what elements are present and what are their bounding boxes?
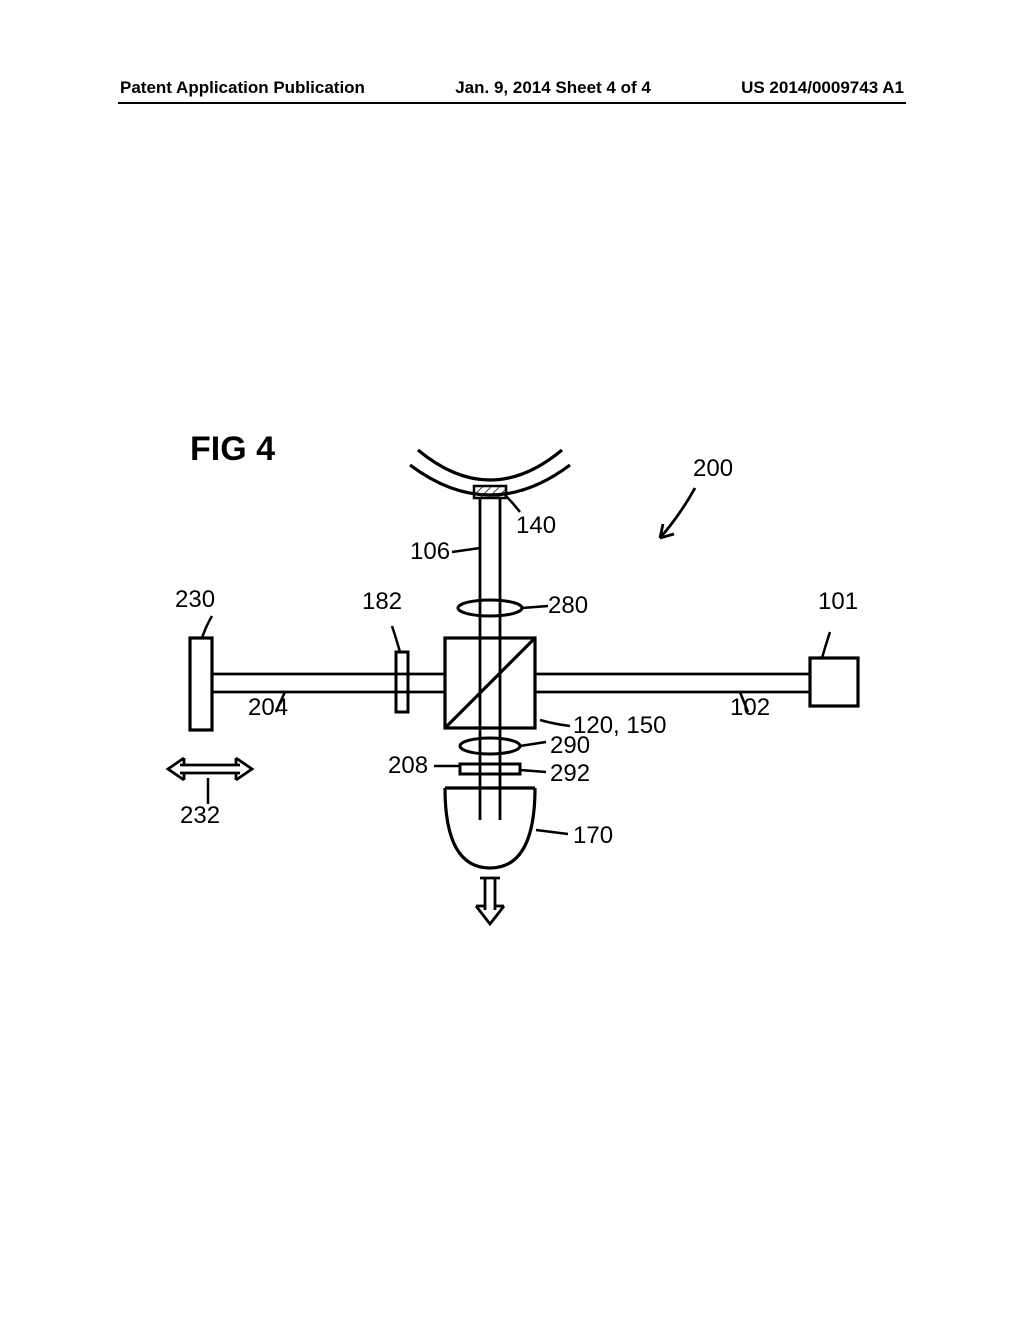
- plate-292-icon: [460, 764, 520, 774]
- header-center: Jan. 9, 2014 Sheet 4 of 4: [455, 78, 651, 98]
- leader-170: [536, 830, 568, 834]
- ref-208: 208: [388, 752, 428, 780]
- double-arrow-icon: [168, 758, 252, 780]
- component-230-icon: [190, 638, 212, 730]
- header-left: Patent Application Publication: [120, 78, 365, 98]
- hatched-block-icon: [474, 486, 506, 498]
- leader-200: [660, 488, 695, 538]
- ref-230: 230: [175, 586, 215, 614]
- leader-290: [520, 742, 546, 746]
- leader-182: [392, 626, 400, 652]
- ref-280: 280: [548, 592, 588, 620]
- component-101-icon: [810, 658, 858, 706]
- leader-140: [505, 495, 520, 512]
- component-170-icon: [445, 788, 535, 868]
- ref-292: 292: [550, 760, 590, 788]
- ref-290: 290: [550, 732, 590, 760]
- leader-292: [520, 770, 546, 772]
- header-rule: [118, 102, 906, 104]
- beamsplitter-diagonal: [445, 638, 535, 728]
- leader-120-150: [540, 720, 570, 726]
- leader-106: [452, 548, 480, 552]
- ref-170: 170: [573, 822, 613, 850]
- component-182-icon: [396, 652, 408, 712]
- leader-101: [822, 632, 830, 658]
- header-right: US 2014/0009743 A1: [741, 78, 904, 98]
- leader-230: [202, 616, 212, 638]
- ref-182: 182: [362, 588, 402, 616]
- ref-232: 232: [180, 802, 220, 830]
- ref-102: 102: [730, 694, 770, 722]
- page-header: Patent Application Publication Jan. 9, 2…: [0, 78, 1024, 98]
- lens-290-icon: [460, 738, 520, 754]
- ref-140: 140: [516, 512, 556, 540]
- ref-101: 101: [818, 588, 858, 616]
- down-arrow-icon: [476, 878, 504, 924]
- leader-280: [522, 606, 548, 608]
- ref-106: 106: [410, 538, 450, 566]
- lens-280-icon: [458, 600, 522, 616]
- ref-200: 200: [693, 455, 733, 483]
- ref-204: 204: [248, 694, 288, 722]
